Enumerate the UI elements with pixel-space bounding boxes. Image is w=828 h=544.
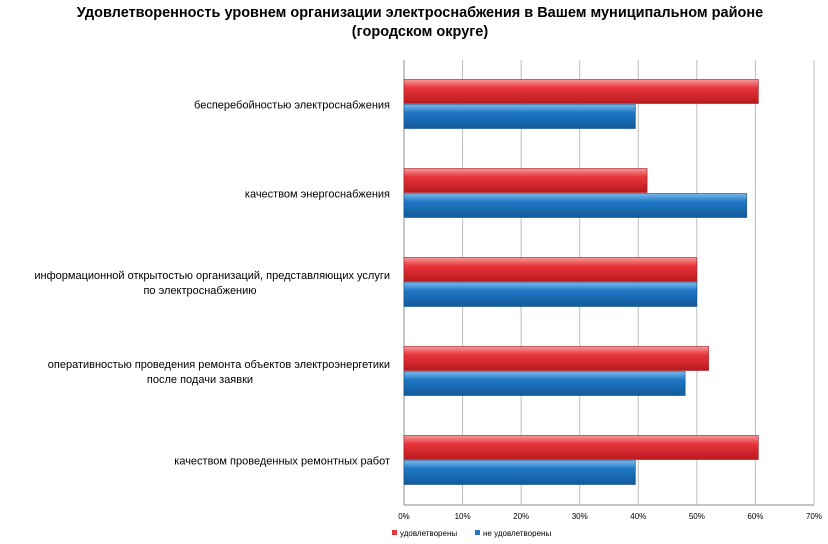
legend-label: не удовлетворены <box>483 529 551 538</box>
x-tick-label: 10% <box>455 512 471 521</box>
category-label: по электроснабжению <box>143 285 256 297</box>
x-tick-label: 30% <box>572 512 588 521</box>
bar-not-satisfied <box>403 193 747 218</box>
bar-satisfied <box>403 79 759 104</box>
category-label: после подачи заявки <box>147 374 253 386</box>
x-tick-label: 60% <box>747 512 763 521</box>
chart-title: Удовлетворенность уровнем организации эл… <box>76 5 764 40</box>
bar-not-satisfied <box>403 282 698 307</box>
bar-not-satisfied <box>403 371 686 396</box>
category-label: качеством проведенных ремонтных работ <box>174 456 390 468</box>
x-tick-label: 0% <box>398 512 410 521</box>
bar-satisfied <box>403 435 759 460</box>
bar-satisfied <box>403 257 698 282</box>
legend-label: удовлетворены <box>400 529 457 538</box>
category-label: информационной открытостью организаций, … <box>34 270 390 282</box>
category-label: оперативностью проведения ремонта объект… <box>48 359 390 371</box>
legend-swatch <box>392 530 397 535</box>
bar-satisfied <box>403 346 709 371</box>
bar-satisfied <box>403 168 648 193</box>
x-tick-label: 20% <box>513 512 529 521</box>
legend-swatch <box>475 530 480 535</box>
bar-not-satisfied <box>403 104 636 129</box>
category-label: бесперебойностью электроснабжения <box>194 100 390 112</box>
x-tick-label: 50% <box>689 512 705 521</box>
category-label: качеством энергоснабжения <box>245 189 390 201</box>
x-tick-label: 70% <box>806 512 822 521</box>
x-tick-label: 40% <box>630 512 646 521</box>
bar-not-satisfied <box>403 460 636 485</box>
